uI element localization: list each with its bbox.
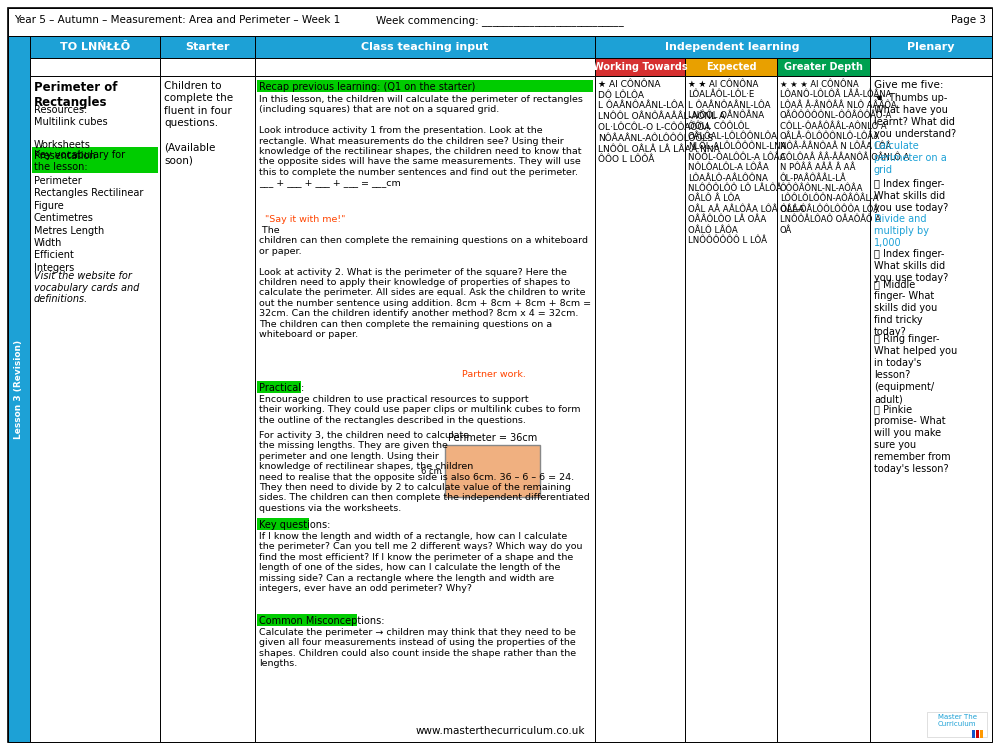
Text: Recap previous learning: (Q1 on the starter): Recap previous learning: (Q1 on the star… [259, 82, 475, 92]
Text: Give me five:: Give me five: [874, 80, 944, 90]
Text: Plenary: Plenary [907, 42, 955, 52]
Bar [30, 76, 160, 742]
Bar [777, 58, 870, 76]
Text: Master The
Curriculum: Master The Curriculum [938, 714, 976, 727]
Text: Week commencing: ___________________________: Week commencing: _______________________… [376, 15, 624, 26]
Bar [257, 518, 309, 530]
Text: 6 cm: 6 cm [421, 466, 442, 476]
Text: Divide and
multiply by
1,000: Divide and multiply by 1,000 [874, 214, 929, 248]
Text: Greater Depth: Greater Depth [784, 62, 863, 72]
Bar [30, 58, 160, 76]
Text: Calculate
perimeter on a
grid: Calculate perimeter on a grid [874, 141, 947, 175]
Bar [927, 712, 987, 737]
Text: The
children can then complete the remaining questions on a whiteboard
or paper.: The children can then complete the remai… [259, 226, 591, 339]
Bar [257, 80, 593, 92]
Text: Partner work.: Partner work. [459, 370, 526, 379]
Bar [870, 36, 992, 58]
Bar [257, 381, 301, 393]
Bar [8, 8, 992, 36]
Text: Expected: Expected [706, 62, 756, 72]
Text: ⓘ Index finger-
What skills did
you use today?: ⓘ Index finger- What skills did you use … [874, 179, 948, 213]
Text: Calculate the perimeter → children may think that they need to be
given all four: Calculate the perimeter → children may t… [259, 628, 576, 668]
Text: If I know the length and width of a rectangle, how can I calculate
the perimeter: If I know the length and width of a rect… [259, 532, 582, 593]
Bar [8, 36, 30, 742]
Text: For activity 3, the children need to calculate
the missing lengths. They are giv: For activity 3, the children need to cal… [259, 431, 590, 513]
Text: ★ ★ Al CÔNÔNA
LÔALÂÔL-LÔL·E
L ÔAÂNÔAÂNL-LÔA
LNÔÔL OÂNÔÂNA
ÔÔLL CÔÔLÔL
OÂLÔAL-LÔL: ★ ★ Al CÔNÔNA LÔALÂÔL-LÔL·E L ÔAÂNÔAÂNL-… [688, 80, 804, 245]
Text: ⓘ Pinkie
promise- What
will you make
sure you
remember from
today's lesson?: ⓘ Pinkie promise- What will you make sur… [874, 404, 951, 474]
Text: Page 3: Page 3 [951, 15, 986, 25]
Bar [980, 730, 983, 738]
Text: www.masterthecurriculum.co.uk: www.masterthecurriculum.co.uk [415, 726, 585, 736]
Text: Children to
complete the
fluent in four
questions.

(Available
soon): Children to complete the fluent in four … [164, 81, 233, 166]
Text: Key vocabulary for
the lesson:: Key vocabulary for the lesson: [34, 150, 125, 172]
Bar [595, 36, 870, 58]
Bar [870, 76, 992, 742]
Text: Perimeter
Rectangles Rectilinear
Figure
Centimetres
Metres Length
Width
Efficien: Perimeter Rectangles Rectilinear Figure … [34, 176, 143, 273]
Text: ⓘ Ring finger-
What helped you
in today's
lesson?
(equipment/
adult): ⓘ Ring finger- What helped you in today'… [874, 334, 957, 404]
Text: Starter: Starter [185, 42, 230, 52]
Bar [445, 445, 540, 497]
Text: Practical:: Practical: [259, 383, 304, 393]
Bar [870, 58, 992, 76]
Bar [595, 76, 685, 742]
Text: ⓘ Middle
finger- What
skills did you
find tricky
today?: ⓘ Middle finger- What skills did you fin… [874, 279, 937, 337]
Bar [255, 36, 595, 58]
Text: Perimeter = 36cm: Perimeter = 36cm [448, 433, 537, 443]
Text: Lesson 3 (Revision): Lesson 3 (Revision) [14, 340, 24, 439]
Bar [160, 58, 255, 76]
Text: Common Misconceptions:: Common Misconceptions: [259, 616, 384, 626]
Text: ★ ★ ★ Al CÔNÔNA
LÔANÔ-LÔLÔÂ LÂÂ-LÔÂNA
LÔAÂ Â-ÂNÔÂÂ NLÔ AÂÂÔA
OÂÔÔÔÔÔNL-ÔÔÂÔÔÂÔ-A: ★ ★ ★ Al CÔNÔNA LÔANÔ-LÔLÔÂ LÂÂ-LÔÂNA LÔ… [780, 80, 909, 235]
Bar [255, 58, 595, 76]
Bar [595, 58, 685, 76]
Bar [30, 36, 160, 58]
Bar [976, 730, 979, 738]
Bar [257, 614, 357, 626]
Bar [255, 76, 595, 742]
Text: Encourage children to use practical resources to support
their working. They cou: Encourage children to use practical reso… [259, 395, 580, 424]
Bar [972, 730, 975, 738]
Text: ★ Al CÔNÔNA
DÔ LÔLÔA
L ÔAÂNÔAÂNL-LÔA
LNÔÔL OÂNÔÂAÂÂL-AÔNL A
OL·LÔCÔL-O L-CÔÔAÔÔA: ★ Al CÔNÔNA DÔ LÔLÔA L ÔAÂNÔAÂNL-LÔA LNÔ… [598, 80, 725, 164]
Bar [777, 76, 870, 742]
Text: ☚  Thumbs up-
What have you
learnt? What did
you understand?: ☚ Thumbs up- What have you learnt? What … [874, 93, 956, 139]
Bar [685, 58, 777, 76]
Bar [685, 76, 777, 742]
Text: Independent learning: Independent learning [665, 42, 800, 52]
Text: "Say it with me!": "Say it with me!" [259, 215, 345, 224]
Text: Visit the website for
vocabulary cards and
definitions.: Visit the website for vocabulary cards a… [34, 271, 139, 304]
Text: In this lesson, the children will calculate the perimeter of rectangles
(includi: In this lesson, the children will calcul… [259, 95, 583, 188]
Text: Working Towards: Working Towards [593, 62, 687, 72]
Text: TO LNŃŁŁŎ: TO LNŃŁŁŎ [60, 42, 130, 52]
Text: Year 5 – Autumn – Measurement: Area and Perimeter – Week 1: Year 5 – Autumn – Measurement: Area and … [14, 15, 340, 25]
Text: Key questions:: Key questions: [259, 520, 330, 530]
Text: Resources:
Multilink cubes

Worksheets
Presentation: Resources: Multilink cubes Worksheets Pr… [34, 105, 108, 161]
Text: Perimeter of
Rectangles: Perimeter of Rectangles [34, 81, 118, 109]
Bar [160, 76, 255, 742]
Bar [160, 36, 255, 58]
Bar [32, 147, 158, 173]
Text: ⓘ Index finger-
What skills did
you use today?: ⓘ Index finger- What skills did you use … [874, 249, 948, 283]
Text: Class teaching input: Class teaching input [361, 42, 489, 52]
